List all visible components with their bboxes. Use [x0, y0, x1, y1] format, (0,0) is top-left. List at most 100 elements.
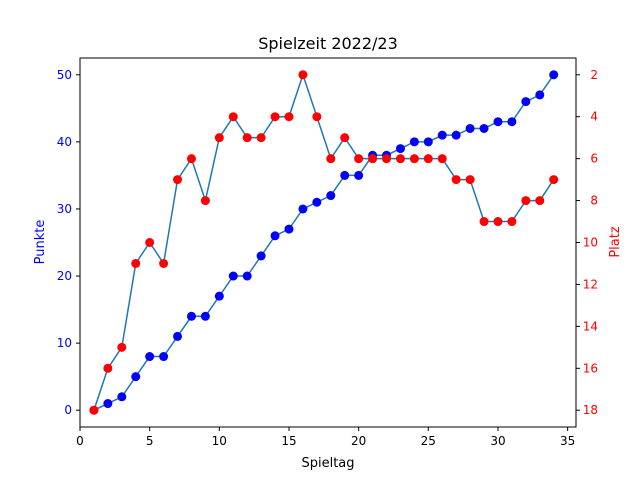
platz-point [242, 133, 252, 143]
platz-point [103, 363, 113, 373]
punkte-point [521, 97, 531, 107]
x-tick-label: 5 [146, 434, 154, 448]
platz-point [89, 405, 99, 415]
punkte-point [507, 117, 517, 127]
y-left-tick-label: 50 [57, 68, 72, 82]
platz-point [368, 154, 378, 164]
platz-point [451, 175, 461, 185]
punkte-point [437, 130, 447, 140]
platz-point [200, 196, 210, 206]
y-right-tick-label: 2 [590, 68, 598, 82]
platz-point [312, 112, 322, 122]
punkte-point [354, 170, 364, 180]
y-left-tick-label: 10 [57, 336, 72, 350]
punkte-point [284, 224, 294, 234]
x-tick-label: 15 [281, 434, 296, 448]
y-right-tick-label: 16 [583, 361, 598, 375]
punkte-point [549, 70, 559, 80]
punkte-point [214, 291, 224, 301]
platz-point [145, 238, 155, 247]
x-tick-label: 30 [490, 434, 505, 448]
platz-point [507, 217, 517, 227]
punkte-point [395, 144, 405, 154]
y-right-axis-ticks: 2 4 6 8 10 12 14 16 18 [576, 68, 598, 417]
platz-point [521, 196, 531, 206]
punkte-point [423, 137, 433, 147]
punkte-point [326, 191, 336, 201]
platz-point [493, 217, 503, 227]
punkte-point [465, 123, 475, 133]
x-axis-label: Spieltag [301, 456, 354, 471]
punkte-point [186, 311, 196, 321]
y-right-tick-label: 4 [590, 110, 598, 124]
y-left-axis-ticks: 0 10 20 30 40 50 [57, 68, 80, 417]
y-right-tick-label: 8 [590, 194, 598, 208]
punkte-point [242, 271, 252, 281]
y-right-tick-label: 12 [583, 277, 598, 291]
platz-point [186, 154, 196, 164]
platz-point [326, 154, 336, 164]
x-axis-ticks: 0 5 10 15 20 25 30 35 [76, 427, 575, 448]
punkte-point [451, 130, 461, 140]
y-left-axis-label: Punkte [33, 220, 48, 265]
punkte-point [159, 352, 169, 362]
platz-point [131, 258, 141, 268]
punkte-point [131, 372, 141, 382]
platz-point [214, 133, 224, 143]
punkte-point [173, 331, 183, 341]
platz-point [423, 154, 433, 164]
platz-point [437, 154, 447, 164]
y-right-tick-label: 14 [583, 319, 598, 333]
y-left-tick-label: 20 [57, 269, 72, 283]
platz-point [409, 154, 419, 164]
punkte-point [298, 204, 308, 214]
plot-frame [79, 57, 577, 428]
platz-point [382, 154, 392, 164]
series-lines [93, 72, 555, 411]
y-left-tick-label: 30 [57, 202, 72, 216]
y-right-tick-label: 6 [590, 152, 598, 166]
platz-point [117, 342, 127, 352]
punkte-point [493, 117, 503, 127]
punkte-point [228, 271, 238, 281]
punkte-point [145, 352, 155, 362]
punkte-point [200, 311, 210, 321]
y-left-tick-label: 40 [57, 135, 72, 149]
platz-point [549, 175, 559, 185]
y-left-tick-label: 0 [64, 403, 72, 417]
chart-title: Spielzeit 2022/23 [258, 34, 398, 53]
platz-series-line [93, 72, 555, 411]
platz-point [270, 112, 280, 122]
punkte-point [117, 392, 127, 402]
punkte-point [340, 170, 350, 180]
punkte-point [270, 231, 280, 241]
platz-point [298, 70, 308, 80]
platz-point [256, 133, 266, 143]
y-right-tick-label: 10 [583, 236, 598, 250]
x-tick-label: 25 [421, 434, 436, 448]
punkte-series-line [93, 74, 555, 411]
y-right-axis-label: Platz [608, 226, 623, 258]
x-tick-label: 35 [560, 434, 575, 448]
platz-point [354, 154, 364, 164]
platz-point [340, 133, 350, 143]
x-tick-label: 10 [212, 434, 227, 448]
platz-point [284, 112, 294, 122]
platz-point [228, 112, 238, 122]
punkte-point [103, 399, 113, 409]
punkte-point [256, 251, 266, 261]
punkte-point [312, 197, 322, 207]
punkte-point [535, 90, 545, 100]
punkte-point [409, 137, 419, 147]
platz-point [395, 154, 405, 164]
punkte-point [479, 123, 489, 133]
x-tick-label: 0 [76, 434, 84, 448]
platz-point [479, 217, 489, 227]
series-markers [89, 70, 559, 415]
platz-point [159, 258, 169, 268]
y-right-tick-label: 18 [583, 403, 598, 417]
platz-point [173, 175, 183, 185]
platz-point [535, 196, 545, 206]
x-tick-label: 20 [351, 434, 366, 448]
